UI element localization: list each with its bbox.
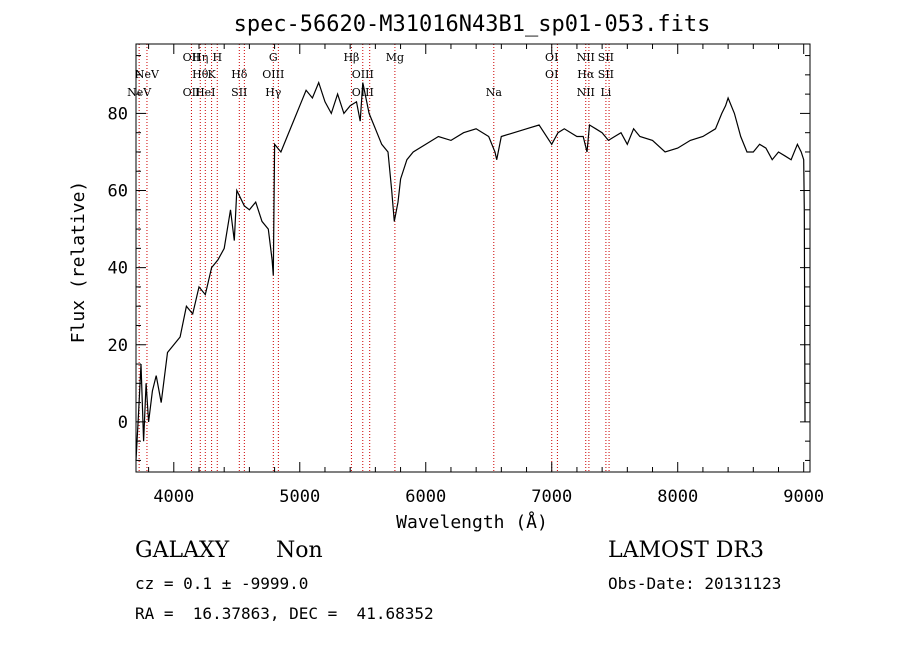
line-label: G [269, 51, 278, 64]
line-label: OII [183, 51, 201, 64]
line-label: OII [183, 86, 201, 99]
y-tick-label: 80 [108, 104, 128, 124]
line-label: Hδ [231, 68, 248, 81]
line-label: Mg [386, 51, 404, 64]
x-axis-label: Wavelength (Å) [396, 511, 548, 533]
x-tick-label: 7000 [531, 487, 572, 507]
line-label: NII [577, 51, 595, 64]
line-label: K [207, 68, 216, 81]
line-label: Hη [192, 51, 208, 64]
line-label: Hα [577, 68, 595, 81]
object-class: GALAXY [135, 538, 230, 563]
x-tick-label: 4000 [153, 487, 194, 507]
object-subclass: Non [276, 538, 323, 563]
line-label: SII [598, 51, 614, 64]
x-tick-label: 9000 [783, 487, 824, 507]
y-tick-label: 40 [108, 259, 128, 279]
line-label: Li [600, 86, 611, 99]
line-label: NeV [135, 68, 160, 81]
line-label: Na [486, 86, 503, 99]
line-label: OIII [262, 68, 284, 81]
x-tick-label: 8000 [657, 487, 698, 507]
line-label: OIII [352, 68, 374, 81]
line-label: Hβ [343, 51, 359, 64]
line-label: OI [545, 51, 558, 64]
plot-frame [135, 43, 811, 473]
line-label: NII [577, 86, 595, 99]
x-tick-label: 5000 [279, 487, 320, 507]
line-label: SII [231, 86, 247, 99]
obs-date: Obs-Date: 20131123 [608, 574, 782, 593]
line-label: Hθ [192, 68, 209, 81]
y-axis-label: Flux (relative) [68, 181, 89, 344]
spectrum-line [135, 80, 806, 461]
line-label: SII [598, 68, 614, 81]
line-label: H [212, 51, 222, 64]
y-tick-label: 20 [108, 336, 128, 356]
survey-name: LAMOST DR3 [608, 538, 764, 563]
line-label: Hγ [265, 86, 282, 99]
chart-title: spec-56620-M31016N43B1_sp01-053.fits [234, 12, 711, 37]
x-tick-label: 6000 [405, 487, 446, 507]
y-tick-label: 0 [118, 413, 128, 433]
redshift-cz: cz = 0.1 ± -9999.0 [135, 574, 309, 593]
line-label: OIII [352, 86, 374, 99]
line-label: NeV [127, 86, 152, 99]
line-label: OI [545, 68, 558, 81]
y-tick-label: 60 [108, 182, 128, 202]
line-label: HeI [195, 86, 215, 99]
ra-dec: RA = 16.37863, DEC = 41.68352 [135, 604, 434, 623]
